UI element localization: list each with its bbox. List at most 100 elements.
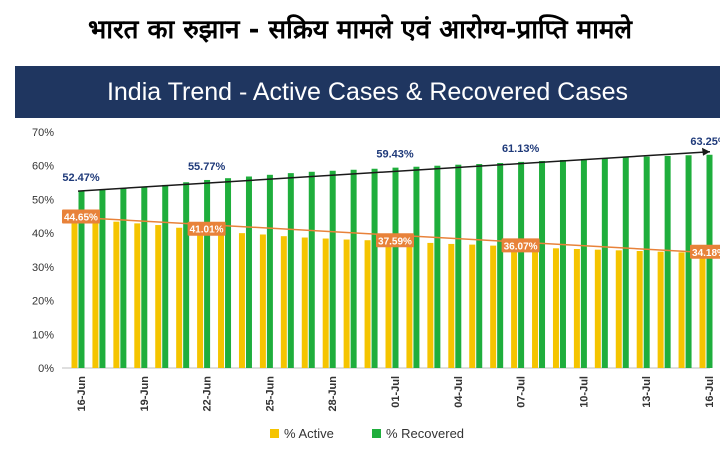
recovered-bar: [225, 178, 232, 368]
active-bar: [218, 231, 225, 368]
y-tick-label: 20%: [32, 296, 54, 308]
recovered-bar: [685, 155, 692, 368]
active-data-label-box: [187, 221, 226, 236]
active-bar: [573, 248, 580, 368]
x-tick-label: 10-Jul: [578, 376, 590, 408]
legend-recovered-swatch: [372, 429, 381, 438]
active-data-label: 34.18%: [692, 248, 720, 259]
legend-active-label: % Active: [284, 426, 334, 441]
recovered-bar: [413, 166, 420, 368]
active-bar: [636, 251, 643, 368]
recovered-bar: [78, 191, 85, 368]
active-bar: [552, 248, 559, 368]
recovered-bar: [308, 171, 315, 368]
recovered-bar: [518, 161, 525, 368]
active-bar: [511, 246, 518, 368]
legend-recovered-label: % Recovered: [386, 426, 464, 441]
active-bar: [134, 223, 141, 368]
recovered-bar: [266, 174, 273, 368]
y-tick-label: 70%: [32, 127, 54, 139]
active-bar: [678, 252, 685, 368]
active-bar: [301, 237, 308, 368]
recovered-bar: [539, 160, 546, 368]
recovered-bar: [643, 156, 650, 368]
active-bar: [469, 244, 476, 368]
recovered-trend-arrowhead: [702, 147, 710, 156]
active-bar: [197, 229, 204, 368]
recovered-data-label: 52.47%: [62, 172, 100, 184]
trend-chart: 0% 10% 20% 30% 40% 50% 60% 70% 16-Jun 19-Jun 22-Ju…: [32, 127, 720, 441]
x-tick-label: 13-Jul: [641, 376, 653, 408]
active-data-label: 44.65%: [64, 212, 98, 223]
active-bar: [594, 249, 601, 368]
chart-data-labels: 52.47% 55.77% 59.43% 61.13% 63.25% 44.65% 41.0…: [62, 136, 720, 259]
recovered-bar: [559, 159, 566, 368]
recovered-bar: [204, 179, 211, 368]
active-bar: [364, 240, 371, 368]
recovered-bar: [141, 186, 148, 368]
recovered-bar: [287, 173, 294, 368]
active-bar: [238, 233, 245, 368]
active-data-label: 37.59%: [378, 236, 412, 247]
x-tick-label: 19-Jun: [139, 376, 151, 412]
active-bar: [657, 251, 664, 368]
x-tick-label: 07-Jul: [516, 376, 528, 408]
recovered-data-label: 55.77%: [188, 161, 226, 173]
recovered-data-label: 61.13%: [502, 143, 540, 155]
x-tick-label: 16-Jul: [704, 376, 716, 408]
active-data-label: 41.01%: [190, 225, 224, 236]
recovered-bar: [183, 182, 190, 368]
active-data-label-box: [690, 244, 720, 259]
x-tick-label: 22-Jun: [202, 376, 214, 412]
active-bar: [385, 241, 392, 368]
recovered-bar: [350, 169, 357, 368]
recovered-bar: [476, 164, 483, 368]
chart-legend: % Active % Recovered: [270, 426, 464, 441]
recovered-bar: [245, 176, 252, 368]
recovered-bar: [434, 165, 441, 368]
recovered-data-label: 59.43%: [376, 149, 414, 161]
active-bar: [448, 243, 455, 368]
chart-title-banner: India Trend - Active Cases & Recovered C…: [15, 66, 720, 118]
y-tick-label: 60%: [32, 161, 54, 173]
active-bar: [490, 245, 497, 368]
hindi-title: भारत का रुझान - सक्रिय मामले एवं आरोग्य-…: [87, 15, 633, 45]
active-bar: [532, 247, 539, 368]
active-bar: [322, 238, 329, 368]
recovered-bar: [120, 187, 127, 368]
chart-bars: [71, 154, 713, 368]
recovered-bar: [99, 189, 106, 368]
recovered-data-label: 63.25%: [690, 136, 720, 148]
x-tick-label: 16-Jun: [76, 376, 88, 412]
y-tick-label: 40%: [32, 228, 54, 240]
recovered-bar: [580, 158, 587, 368]
active-bar: [259, 234, 266, 368]
active-bar: [615, 250, 622, 368]
active-bar: [92, 219, 99, 368]
y-tick-label: 50%: [32, 194, 54, 206]
active-bar: [699, 252, 706, 368]
x-tick-label: 04-Jul: [453, 376, 465, 408]
recovered-bar: [706, 154, 713, 368]
active-bar: [427, 242, 434, 368]
recovered-bar: [162, 184, 169, 368]
y-tick-label: 30%: [32, 262, 54, 274]
active-data-label-box: [62, 209, 100, 224]
y-tick-label: 0%: [38, 363, 54, 375]
recovered-bar: [664, 155, 671, 368]
recovered-bar: [601, 158, 608, 368]
active-bar: [176, 227, 183, 368]
recovered-bar: [392, 167, 399, 368]
recovered-bar: [329, 170, 336, 368]
recovered-bar: [455, 164, 462, 368]
y-tick-label: 10%: [32, 329, 54, 341]
active-bar: [406, 242, 413, 368]
recovered-bar: [497, 163, 504, 368]
x-tick-label: 01-Jul: [390, 376, 402, 408]
legend-active-swatch: [270, 429, 279, 438]
recovered-bar: [622, 157, 629, 368]
active-data-label: 36.07%: [504, 241, 538, 252]
recovered-bar: [371, 168, 378, 368]
active-bar: [71, 217, 78, 368]
active-data-label-box: [501, 238, 540, 253]
